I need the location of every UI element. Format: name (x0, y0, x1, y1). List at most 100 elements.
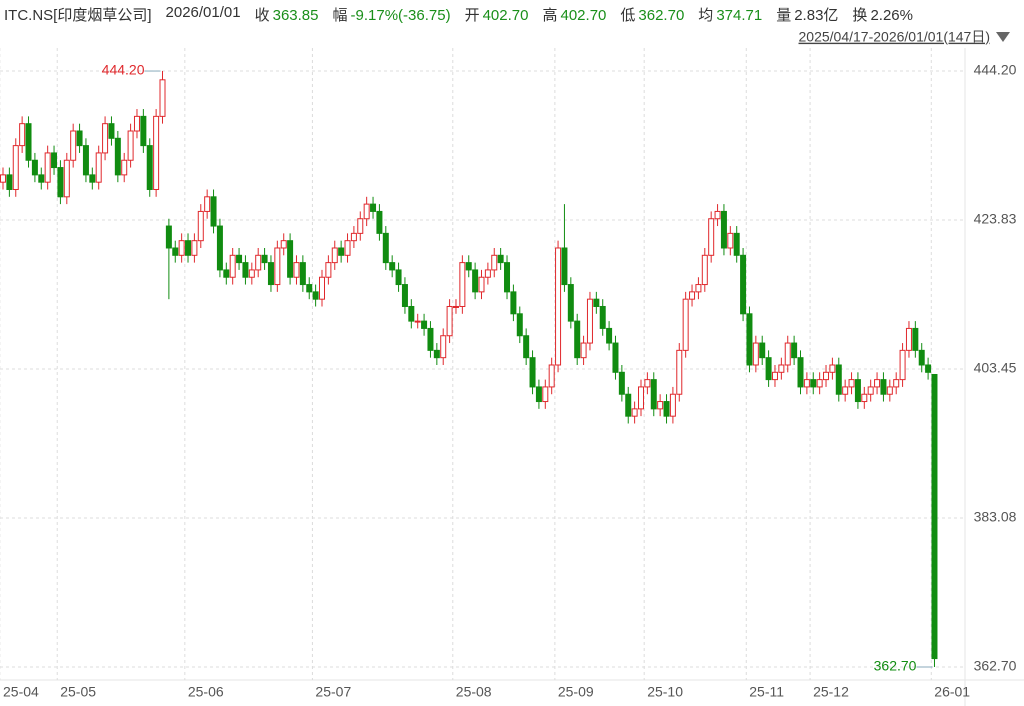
candle-body (38, 174, 45, 183)
candle-body (803, 379, 810, 388)
x-tick-label: 25-05 (60, 684, 96, 700)
candle-body (931, 373, 938, 660)
candle-body (331, 247, 338, 264)
candle-body (714, 210, 721, 220)
candle-body (146, 145, 153, 190)
candle-body (497, 254, 504, 264)
candle-body (861, 393, 868, 403)
candle-body (204, 196, 211, 212)
field-value: 402.70 (560, 7, 607, 24)
field-label: 高 (542, 7, 558, 24)
candle-body (274, 247, 281, 286)
candle-body (370, 203, 377, 212)
candle-body (925, 364, 932, 373)
candle-body (178, 240, 185, 256)
candle-body (440, 335, 447, 359)
candle-body (63, 159, 70, 198)
y-tick-label: 362.70 (974, 658, 1017, 674)
candle-body (548, 364, 555, 388)
candle-body (899, 349, 906, 381)
candle-body (848, 379, 855, 388)
field-value: 374.71 (716, 7, 763, 24)
candle-body (140, 115, 147, 147)
candle-body (89, 174, 96, 183)
candle-body (280, 240, 287, 249)
candle-body (599, 305, 606, 329)
field-value: -9.17%(-36.75) (350, 7, 451, 24)
candle-body (631, 408, 638, 417)
candle-body (376, 210, 383, 234)
candle-body (114, 137, 121, 176)
candle-body (382, 232, 389, 264)
x-tick-label: 26-01 (934, 684, 970, 700)
candle-body (414, 320, 421, 323)
min-label: 362.70 (874, 658, 917, 674)
x-tick-label: 25-11 (749, 684, 784, 700)
candle-body (210, 196, 217, 227)
field-value: 2.26% (870, 7, 913, 24)
candle-body (746, 313, 753, 366)
y-tick-label: 383.08 (974, 509, 1017, 525)
candle-body (669, 393, 676, 417)
field-label: 换 (852, 7, 868, 24)
candle-body (459, 262, 466, 307)
candle-body (357, 218, 364, 234)
candle-body (740, 254, 747, 315)
y-tick-label: 403.45 (974, 360, 1017, 376)
candle-body (752, 342, 759, 366)
field-label: 低 (620, 7, 636, 24)
date-range[interactable]: 2025/04/17-2026/01/01(147日) (799, 29, 990, 45)
y-tick-label: 423.83 (974, 211, 1017, 227)
candle-body (574, 320, 581, 359)
candle-body (765, 357, 772, 381)
candle-body (338, 247, 345, 256)
candle-body (223, 269, 230, 278)
candle-body (306, 284, 313, 293)
candle-body (299, 262, 306, 286)
field-value: 362.70 (638, 7, 685, 24)
candle-body (555, 247, 562, 366)
candle-body (153, 115, 160, 190)
candle-body (446, 305, 453, 337)
candle-body (395, 269, 402, 286)
candle-body (95, 152, 102, 183)
candle-body (797, 357, 804, 388)
candle-body (6, 174, 13, 190)
candle-body (57, 167, 64, 198)
candle-body (312, 291, 319, 300)
candle-body (31, 159, 38, 176)
candle-body (191, 240, 198, 256)
x-tick-label: 25-08 (456, 684, 492, 700)
candle-body (255, 254, 262, 271)
candle-body (185, 240, 192, 256)
candle-body (835, 364, 842, 395)
candle-body (516, 313, 523, 337)
candle-body (19, 123, 26, 147)
candle-body (733, 232, 740, 256)
candle-body (580, 342, 587, 359)
candle-body (625, 393, 632, 417)
candle-body (108, 123, 115, 139)
candle-body (918, 349, 925, 366)
candle-body (842, 386, 849, 395)
candle-body (229, 254, 236, 278)
candle-body (421, 320, 428, 329)
candle-body (408, 305, 415, 322)
candle-body (682, 298, 689, 351)
candle-body (452, 305, 459, 308)
quote-field: 低 362.70 (620, 4, 684, 24)
candle-body (350, 232, 357, 242)
quote-field: 均 374.71 (698, 4, 762, 24)
candle-body (612, 342, 619, 373)
range-dropdown-icon[interactable] (996, 32, 1010, 42)
candle-body (886, 386, 893, 395)
candle-body (121, 159, 128, 176)
candle-body (465, 262, 472, 271)
candle-body (478, 276, 485, 293)
candle-body (504, 262, 511, 293)
field-label: 量 (776, 7, 792, 24)
candle-body (325, 262, 332, 278)
candle-body (127, 130, 134, 161)
